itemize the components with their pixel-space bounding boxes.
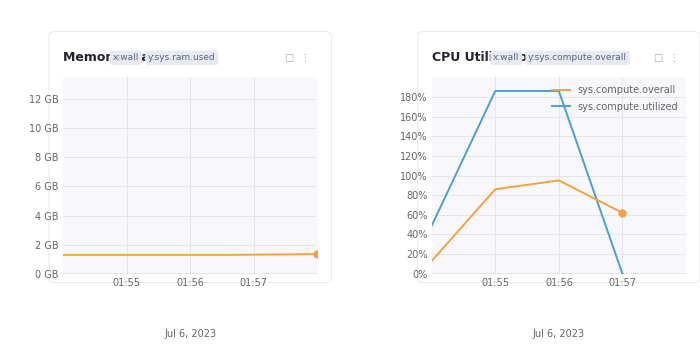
Legend: sys.compute.overall, sys.compute.utilized: sys.compute.overall, sys.compute.utilize… <box>550 82 681 115</box>
Text: □  ⋮: □ ⋮ <box>285 53 310 63</box>
Text: CPU Utilization: CPU Utilization <box>432 51 536 65</box>
Text: Memory Usage: Memory Usage <box>63 51 167 65</box>
Text: Jul 6, 2023: Jul 6, 2023 <box>533 329 585 339</box>
Text: y:sys.ram.used: y:sys.ram.used <box>148 53 216 62</box>
Text: □  ⋮: □ ⋮ <box>654 53 679 63</box>
Text: Jul 6, 2023: Jul 6, 2023 <box>164 329 216 339</box>
Text: x:wall: x:wall <box>493 53 519 62</box>
Text: y:sys.compute.overall: y:sys.compute.overall <box>528 53 627 62</box>
Text: x:wall: x:wall <box>113 53 139 62</box>
